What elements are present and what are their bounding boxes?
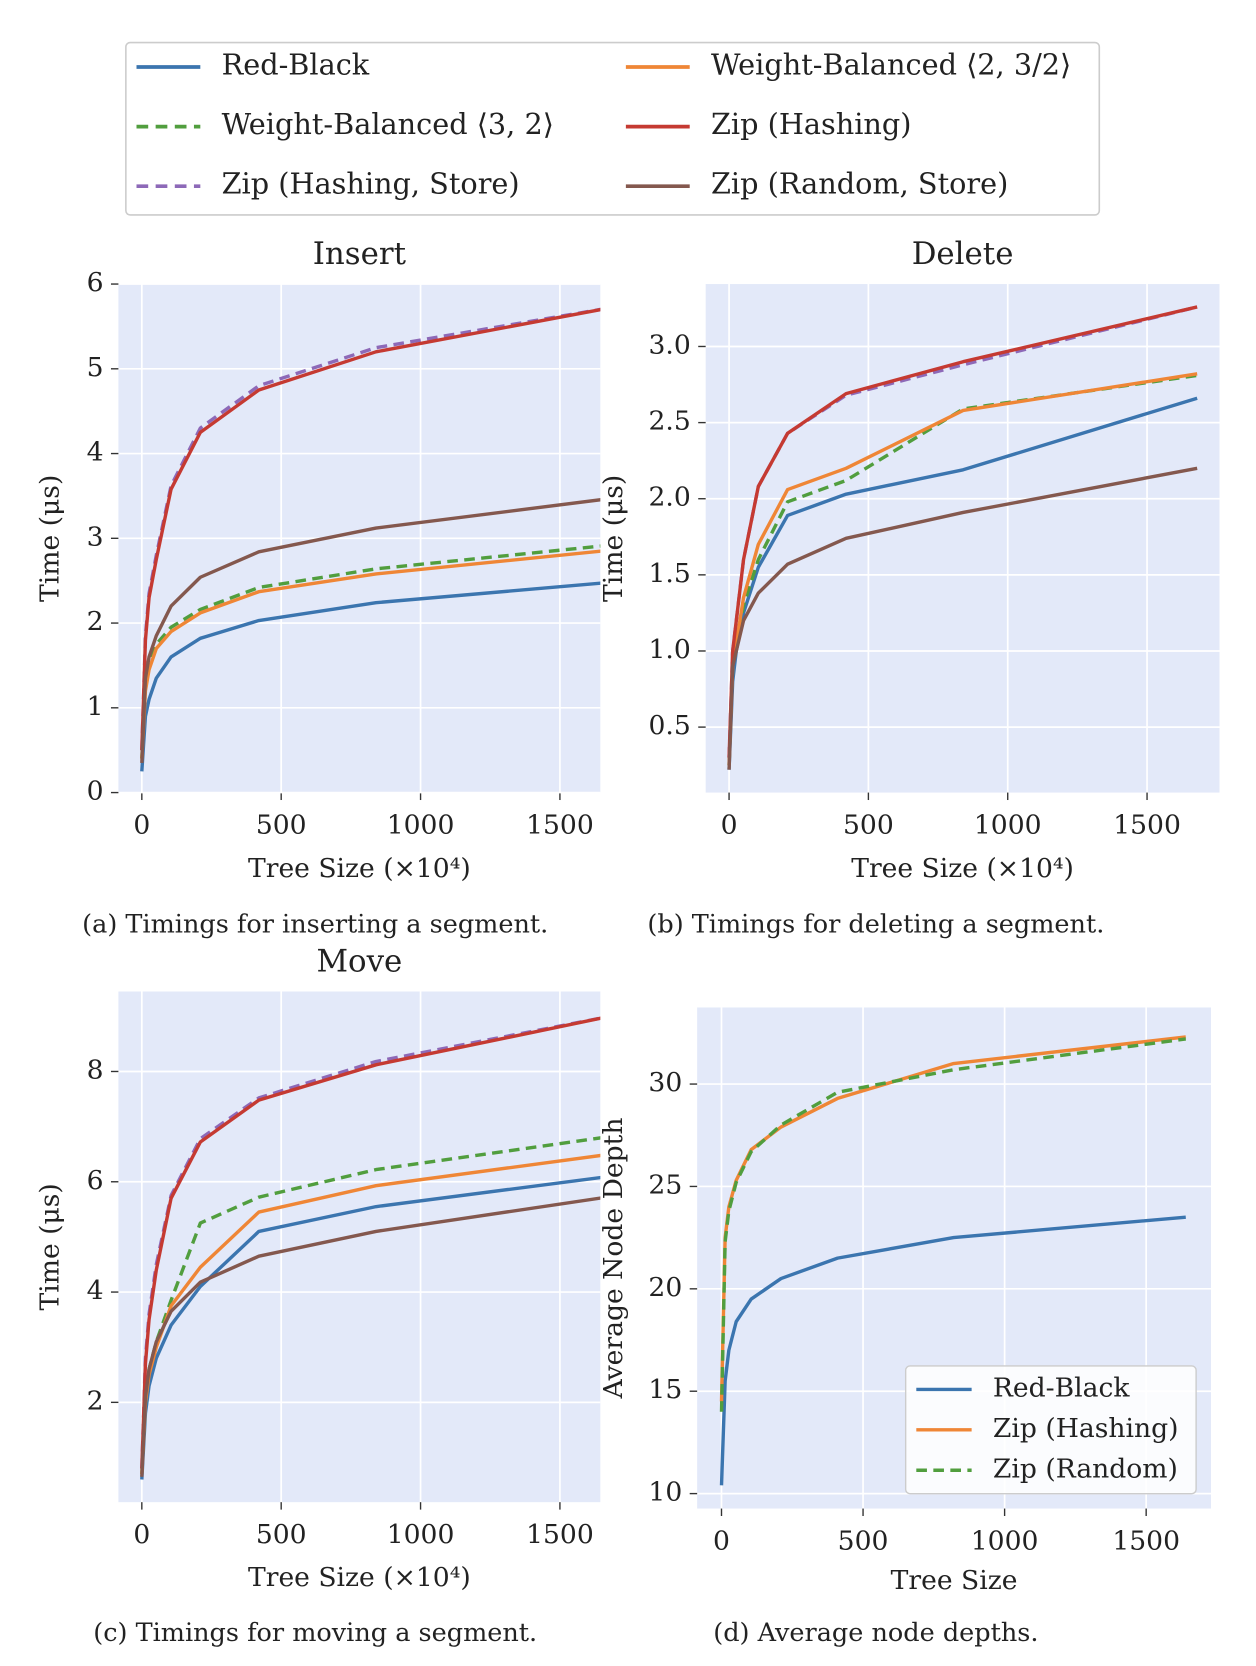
legend-label: Weight-Balanced ⟨3, 2⟩ [222,107,554,141]
legend-label: Zip (Hashing) [711,107,912,141]
series-group [140,1016,601,1480]
x-tick-label: 500 [838,1526,889,1557]
caption: (b) Timings for deleting a segment. [647,910,1104,940]
series-line [727,305,1198,758]
series-line [140,1016,601,1469]
legend-label: Zip (Hashing) [993,1413,1179,1444]
y-tick-label: 20 [648,1272,682,1303]
y-axis-label: Time (μs) [34,1183,65,1310]
y-axis-label: Time (μs) [598,475,629,602]
x-axis-label: Tree Size (×10⁴) [851,853,1074,884]
y-tick-label: 1 [87,691,104,722]
y-tick-label: 15 [648,1374,682,1405]
y-tick-label: 3.0 [648,329,690,360]
series-line [140,498,601,763]
y-tick-label: 2 [87,606,104,637]
y-tick-label: 3 [87,521,104,552]
x-tick-label: 0 [713,1526,730,1557]
y-tick-label: 2.5 [648,406,690,437]
y-tick-label: 2 [87,1385,104,1416]
series-group [140,307,601,772]
x-tick-label: 1000 [387,1519,455,1550]
legend-label: Zip (Random, Store) [711,167,1008,201]
y-tick-label: 1.5 [648,558,690,589]
y-tick-label: 6 [87,1165,104,1196]
y-tick-label: 25 [648,1169,682,1200]
y-tick-label: 10 [648,1477,682,1508]
legend-label: Red-Black [993,1372,1130,1403]
x-tick-label: 1500 [1113,810,1181,841]
x-tick-label: 1500 [526,1519,594,1550]
caption: (a) Timings for inserting a segment. [82,910,548,940]
chart-title: Delete [912,236,1014,272]
chart-title: Insert [313,236,407,272]
series-line [140,581,601,772]
x-tick-label: 1000 [974,810,1042,841]
series-line [727,466,1198,770]
caption: (c) Timings for moving a segment. [93,1618,537,1648]
y-tick-label: 8 [87,1054,104,1085]
series-line [719,1215,1186,1486]
legend-label: Weight-Balanced ⟨2, 3/2⟩ [711,48,1071,82]
legend-box [904,1365,1197,1495]
legend-label: Zip (Hashing, Store) [222,167,520,201]
x-axis-label: Tree Size [891,1565,1018,1596]
y-tick-label: 0 [87,776,104,807]
chart-title: Move [316,943,402,979]
y-axis-label: Time (μs) [34,475,65,602]
x-tick-label: 1000 [387,810,455,841]
y-tick-label: 4 [87,1275,104,1306]
x-tick-label: 0 [133,810,150,841]
x-tick-label: 500 [843,810,894,841]
y-tick-label: 0.5 [648,710,690,741]
y-tick-label: 6 [87,267,104,298]
y-tick-label: 2.0 [648,482,690,513]
legend-label: Red-Black [222,48,370,82]
x-axis-label: Tree Size (×10⁴) [248,853,471,884]
series-group [727,305,1198,770]
series-line [140,544,601,759]
x-axis-label: Tree Size (×10⁴) [248,1562,471,1593]
x-tick-label: 1500 [526,810,594,841]
y-tick-label: 1.0 [648,634,690,665]
series-line [140,307,601,751]
y-axis-label: Average Node Depth [598,1118,629,1400]
y-tick-label: 5 [87,352,104,383]
x-tick-label: 1000 [971,1526,1039,1557]
x-tick-label: 0 [721,810,738,841]
x-tick-label: 0 [133,1519,150,1550]
y-tick-label: 30 [648,1067,682,1098]
series-line [719,1035,1186,1402]
x-tick-label: 1500 [1112,1526,1180,1557]
series-group [719,1035,1187,1486]
y-tick-label: 4 [87,437,104,468]
plot-background [118,991,601,1503]
x-tick-label: 500 [256,1519,307,1550]
series-line [719,1037,1187,1412]
caption: (d) Average node depths. [713,1618,1038,1648]
series-line [140,1136,601,1475]
x-tick-label: 500 [256,810,307,841]
plot-background [705,284,1220,793]
legend-label: Zip (Random) [993,1453,1178,1484]
series-line [140,1196,601,1477]
legend-box [125,41,1101,216]
